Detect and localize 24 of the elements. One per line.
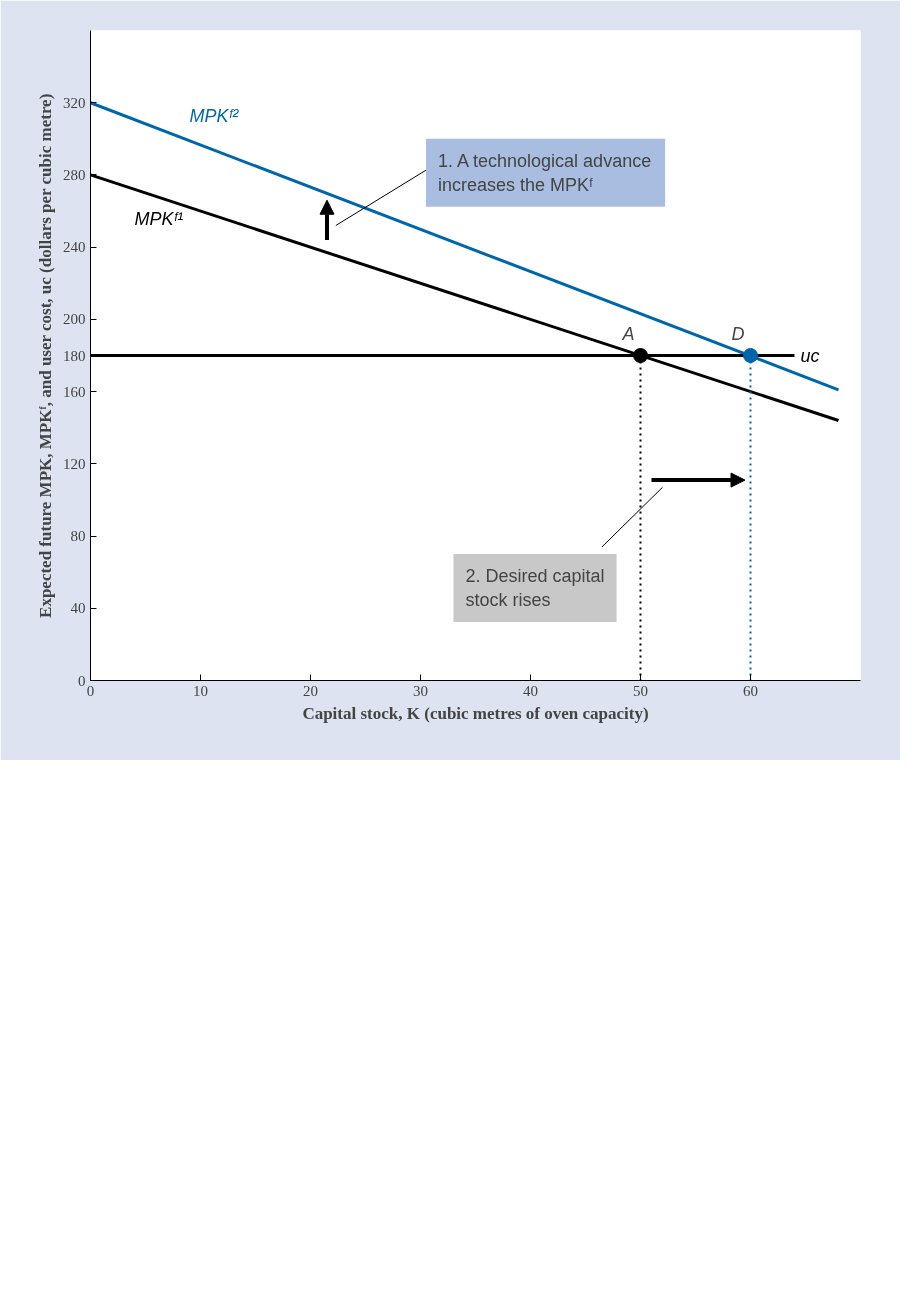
x-tick-label: 10 [193, 682, 208, 699]
x-tick-label: 40 [523, 682, 538, 699]
y-tick-label: 80 [70, 528, 86, 545]
series-label: MPKᶠ² [189, 106, 240, 127]
y-tick-label: 320 [63, 94, 86, 111]
x-tick-label: 20 [303, 682, 318, 699]
y-axis-title: Expected future MPK, MPKᶠ, and user cost, uc (dollars per cubic metre) [36, 93, 55, 618]
y-tick-label: 120 [63, 455, 86, 472]
y-tick-label: 200 [63, 311, 86, 328]
annotation: D [731, 323, 745, 344]
x-tick-label: 50 [633, 682, 648, 699]
y-tick-label: 180 [63, 347, 86, 364]
x-tick-label: 60 [743, 682, 758, 699]
annotation: 2. Desired capital stock rises [465, 566, 605, 611]
x-tick-label: 30 [413, 682, 428, 699]
y-tick-label: 40 [70, 600, 86, 617]
y-tick-label: 160 [63, 383, 86, 400]
x-axis-title: Capital stock, K (cubic metres of oven capacity) [302, 703, 649, 723]
series-label: uc [800, 345, 820, 366]
y-tick-label: 240 [63, 239, 86, 256]
annotation: A [621, 323, 635, 344]
annotation: 1. A technological advance increases the MPKᶠ [438, 150, 652, 195]
series-label: MPKᶠ¹ [134, 209, 184, 230]
y-tick-label: 280 [63, 166, 86, 183]
